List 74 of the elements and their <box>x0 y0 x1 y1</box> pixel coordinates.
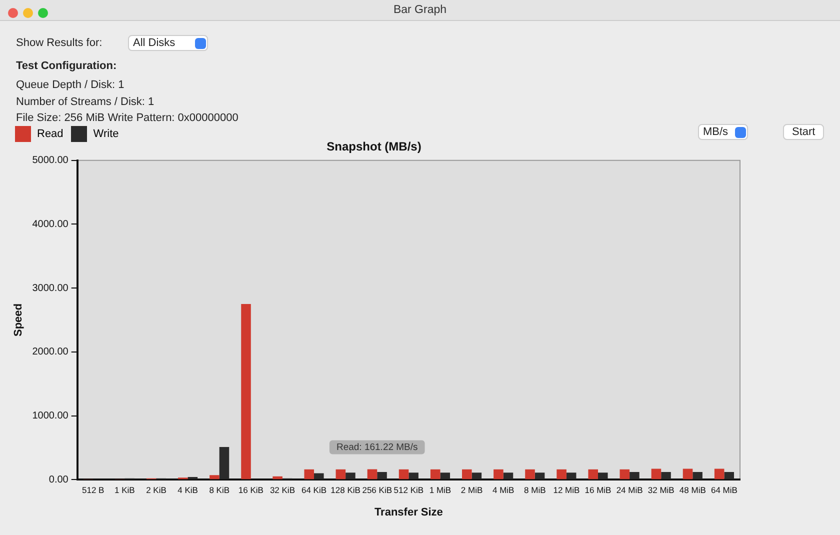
bar <box>494 469 504 480</box>
x-tick-label: 64 MiB <box>710 485 738 496</box>
x-tick-label: 16 MiB <box>584 485 612 496</box>
bar <box>714 468 724 480</box>
bar <box>525 469 535 480</box>
x-tick-label: 1 MiB <box>429 485 452 496</box>
annotation: Read: 161.22 MB/s <box>336 442 418 453</box>
text: MB/s <box>703 126 728 138</box>
x-tick-label: 8 KiB <box>209 485 230 496</box>
bar <box>367 469 378 480</box>
x-tick-label: 8 MiB <box>524 485 546 496</box>
bar <box>651 468 662 480</box>
x-tick-label: 12 MiB <box>553 485 580 496</box>
text: Start <box>783 124 824 140</box>
y-axis-title: Speed <box>12 303 25 337</box>
chart-title: Snapshot (MB/s) <box>326 140 422 154</box>
text: Queue Depth / Disk: 1 <box>16 79 124 91</box>
bar <box>588 469 598 480</box>
bar <box>304 469 314 480</box>
y-tick-label: 1000.00 <box>32 410 69 422</box>
bar <box>503 472 514 480</box>
x-axis-title: Transfer Size <box>374 506 443 518</box>
bar <box>724 472 734 480</box>
bar <box>408 472 418 480</box>
x-tick-label: 24 MiB <box>616 485 644 496</box>
x-tick-label: 4 KiB <box>178 485 198 496</box>
x-tick-label: 4 MiB <box>492 485 515 496</box>
bar <box>336 469 346 480</box>
bar <box>241 304 251 480</box>
y-tick-label: 5000.00 <box>32 155 69 166</box>
bar <box>272 476 282 480</box>
x-tick-label: 64 KiB <box>301 485 327 496</box>
bar <box>462 469 472 480</box>
x-tick-label: 512 KiB <box>394 485 424 496</box>
x-tick-label: 2 MiB <box>460 485 483 496</box>
bar <box>398 469 409 480</box>
bar <box>661 472 671 480</box>
y-tick-label: 2000.00 <box>32 346 69 358</box>
legend-label: Write <box>92 127 119 142</box>
bar <box>219 447 230 480</box>
x-tick-label: 1 KiB <box>114 485 136 496</box>
text: File Size: 256 MiB Write Pattern: 0x00000000 <box>16 112 238 124</box>
bar <box>566 472 576 480</box>
x-tick-label: 512 B <box>82 485 105 496</box>
y-tick-label: 4000.00 <box>32 218 69 230</box>
bar <box>534 472 545 480</box>
bar <box>210 475 220 480</box>
bar <box>346 472 356 480</box>
bar <box>440 472 450 480</box>
bar <box>598 472 608 480</box>
bar <box>682 468 693 480</box>
x-tick-label: 48 MiB <box>679 485 706 496</box>
bar <box>472 472 482 480</box>
x-tick-label: 256 KiB <box>362 485 392 496</box>
x-tick-label: 32 KiB <box>270 485 296 496</box>
bar <box>377 472 387 480</box>
bar <box>692 472 702 480</box>
bar <box>630 472 640 480</box>
text: Number of Streams / Disk: 1 <box>16 96 154 108</box>
text: Bar Graph <box>392 4 448 16</box>
bar <box>556 469 566 480</box>
y-tick-label: 3000.00 <box>32 282 69 294</box>
text: Test Configuration: <box>16 60 117 72</box>
x-tick-label: 2 KiB <box>146 485 167 496</box>
x-tick-label: 32 MiB <box>648 485 675 496</box>
x-tick-label: 16 KiB <box>238 485 264 496</box>
text: All Disks <box>133 37 176 49</box>
legend-label: Read <box>36 127 64 142</box>
x-tick-label: 128 KiB <box>330 485 361 496</box>
bar <box>430 469 440 480</box>
bar <box>314 473 324 480</box>
text: Show Results for: <box>16 37 102 49</box>
bar <box>620 469 630 480</box>
y-tick-label: 0.00 <box>48 474 69 486</box>
